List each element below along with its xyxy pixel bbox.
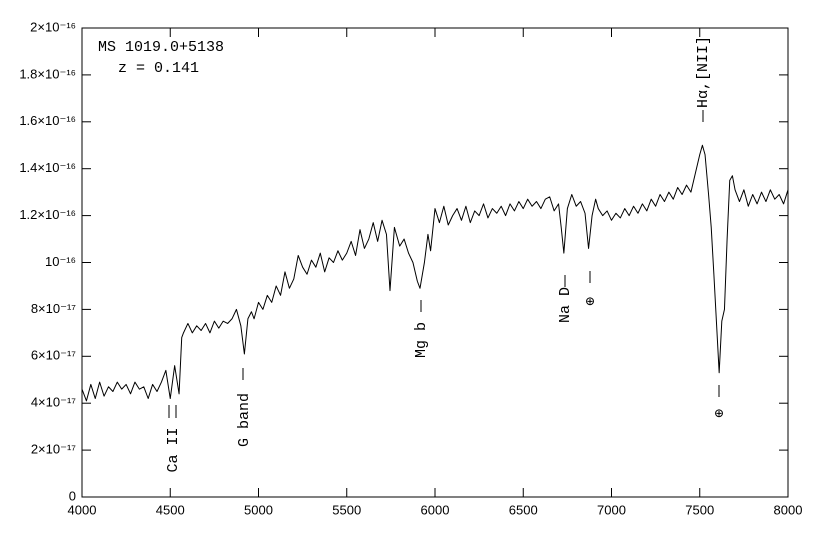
y-tick-label: 0 bbox=[69, 488, 76, 503]
y-tick-label: 1.8×10⁻¹⁶ bbox=[19, 66, 76, 81]
spectrum-line bbox=[81, 144, 789, 402]
line-label: Hα,[NII] bbox=[695, 36, 712, 108]
x-tick-label: 5500 bbox=[332, 502, 361, 517]
line-label: Mg b bbox=[413, 322, 430, 358]
y-tick-label: 1.4×10⁻¹⁶ bbox=[19, 160, 76, 175]
x-tick-label: 4500 bbox=[156, 502, 185, 517]
x-tick-label: 5000 bbox=[244, 502, 273, 517]
telluric-label: ⊕ bbox=[714, 406, 723, 423]
x-tick-label: 4000 bbox=[68, 502, 97, 517]
y-tick-label: 2×10⁻¹⁶ bbox=[30, 19, 76, 34]
y-tick-label: 10⁻¹⁶ bbox=[45, 254, 76, 269]
line-label: Ca II bbox=[165, 427, 182, 472]
line-label: G band bbox=[236, 393, 253, 447]
x-tick-label: 7000 bbox=[597, 502, 626, 517]
telluric-label: ⊕ bbox=[585, 294, 594, 311]
x-tick-label: 7500 bbox=[685, 502, 714, 517]
line-markers bbox=[168, 110, 720, 418]
redshift: z = 0.141 bbox=[118, 60, 199, 77]
y-tick-label: 8×10⁻¹⁷ bbox=[31, 301, 76, 316]
y-tick-label: 2×10⁻¹⁷ bbox=[31, 442, 76, 457]
x-tick-label: 6500 bbox=[509, 502, 538, 517]
y-tick-label: 1.6×10⁻¹⁶ bbox=[19, 113, 76, 128]
x-tick-label: 6000 bbox=[421, 502, 450, 517]
y-tick-label: 1.2×10⁻¹⁶ bbox=[19, 207, 76, 222]
y-tick-label: 6×10⁻¹⁷ bbox=[31, 348, 76, 363]
object-name: MS 1019.0+5138 bbox=[98, 39, 224, 56]
plot-frame bbox=[81, 27, 789, 498]
y-tick-label: 4×10⁻¹⁷ bbox=[31, 395, 76, 410]
line-label: Na D bbox=[557, 287, 574, 323]
x-tick-label: 8000 bbox=[774, 502, 803, 517]
